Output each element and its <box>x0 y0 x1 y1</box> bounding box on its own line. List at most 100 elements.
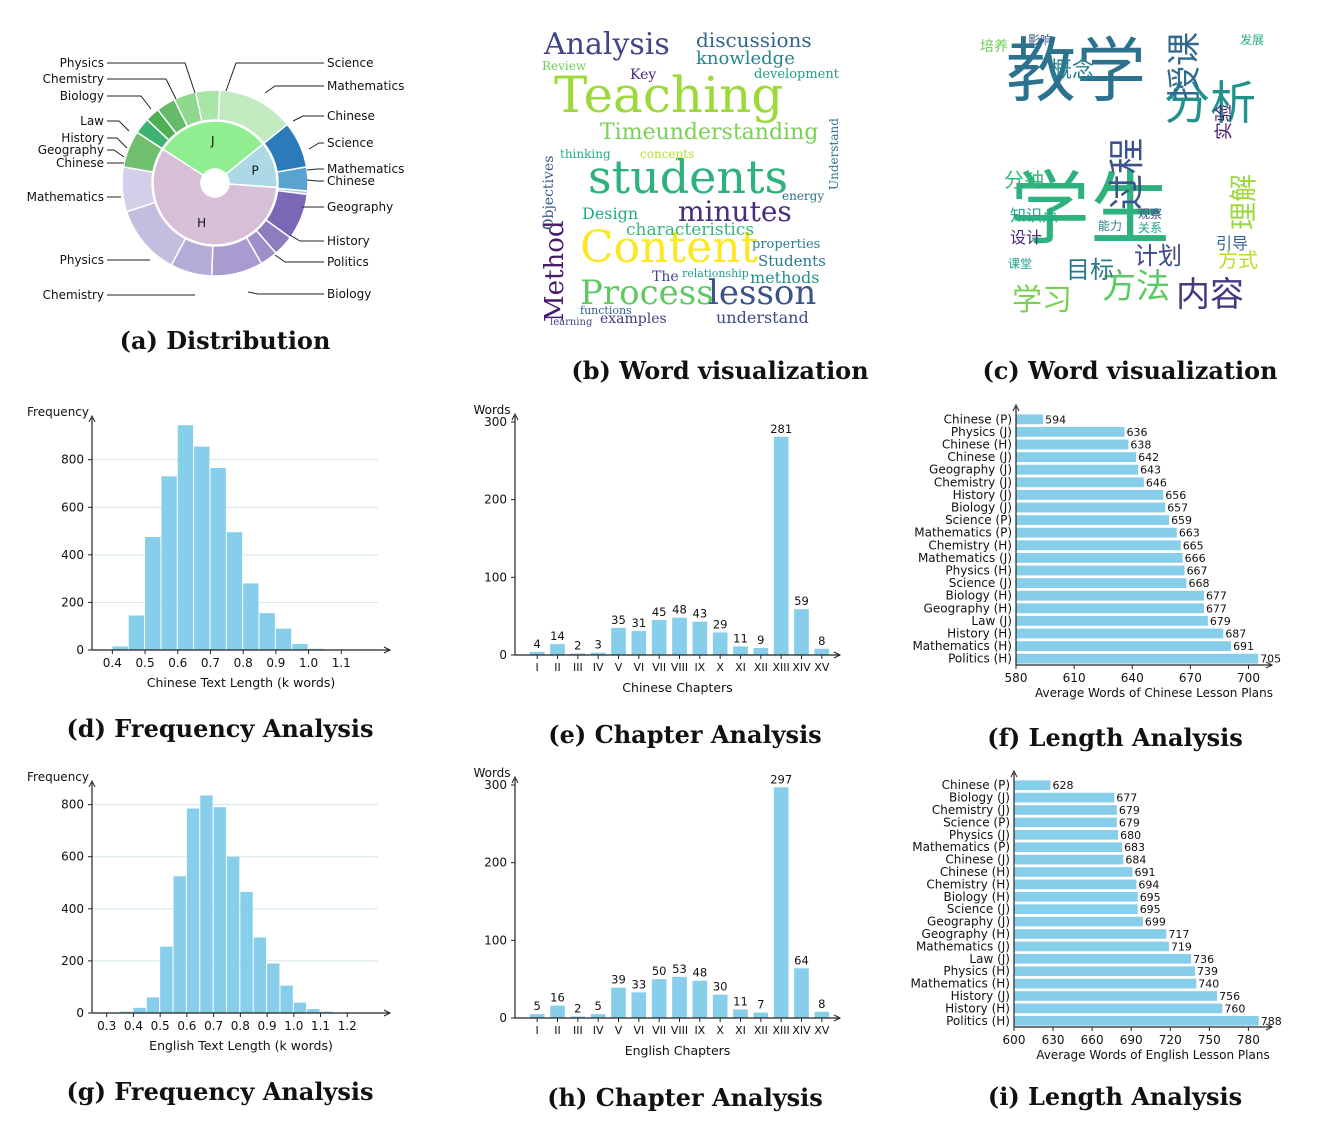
histogram-bar <box>145 537 161 650</box>
x-axis-arrow <box>833 1014 842 1022</box>
y-category-label: Mathematics (H) <box>912 639 1012 653</box>
histogram-bar <box>120 1011 133 1013</box>
length-bar <box>1014 879 1137 890</box>
x-tick-label: 0.4 <box>124 1019 143 1033</box>
y-category-label: Law (J) <box>971 614 1012 628</box>
sunburst-leader-line <box>306 179 324 182</box>
histogram-bar <box>307 1009 320 1013</box>
wordcloud-word: 影响 <box>1028 33 1053 47</box>
panel-frequency-english: 0 200 400 600 800 Frequency 0.3 0.4 0.5 0.6 0.7 0.8… <box>20 765 400 1065</box>
wordcloud-word: 发展 <box>1240 33 1265 47</box>
y-axis-label: Frequency <box>27 770 89 784</box>
x-tick-label: 610 <box>1063 671 1086 685</box>
length-bar <box>1016 414 1044 425</box>
wordcloud-word: 教学 <box>1006 30 1146 112</box>
y-tick-label: 200 <box>484 856 507 870</box>
bar-value-label: 705 <box>1260 653 1281 666</box>
length-bar <box>1014 891 1138 902</box>
chapter-bar <box>590 652 606 655</box>
histogram-bar <box>320 1011 333 1013</box>
y-tick-label: 0 <box>499 648 507 662</box>
length-bar <box>1016 590 1204 601</box>
bar-value-label: 43 <box>693 607 708 621</box>
chapter-bar <box>611 627 626 655</box>
y-tick-label: 200 <box>61 595 84 609</box>
length-bar <box>1016 527 1177 538</box>
x-tick-label: 1.0 <box>299 656 318 670</box>
histogram-bar <box>280 985 293 1013</box>
bar-value-label: 717 <box>1168 928 1189 941</box>
length-bar <box>1014 929 1167 939</box>
wordcloud-word: 分钟 <box>1004 168 1044 192</box>
y-category-label: History (J) <box>951 989 1010 1003</box>
y-tick-label: 200 <box>484 493 507 507</box>
wordcloud-word: 课堂 <box>1008 257 1033 271</box>
length-bar <box>1014 966 1195 977</box>
sunburst-leader-line <box>107 120 130 132</box>
y-category-label: Biology (H) <box>943 890 1010 904</box>
y-category-label: Science (P) <box>943 815 1010 829</box>
y-category-label: Chinese (J) <box>947 450 1012 464</box>
wordcloud-word: Process <box>580 273 714 313</box>
y-tick-label: 0 <box>499 1011 507 1025</box>
x-tick-label: 0.7 <box>201 656 220 670</box>
chapter-bar <box>733 1009 748 1018</box>
y-category-label: History (H) <box>945 1001 1010 1015</box>
bar-value-label: 4 <box>534 637 541 651</box>
chapter-bar <box>773 787 789 1018</box>
bar-value-label: 45 <box>652 605 667 619</box>
wordcloud-word: properties <box>752 237 821 252</box>
bar-value-label: 643 <box>1140 464 1161 477</box>
chapter-bar <box>672 976 687 1018</box>
sunburst-label-left: Physics <box>60 253 104 267</box>
length-bar <box>1014 1003 1223 1014</box>
sunburst-leader-line <box>107 137 128 149</box>
wordcloud-word: Analysis <box>544 30 670 62</box>
panel-length-chinese: 594 Chinese (P) 636 Physics (J) 638 Chinese (… <box>900 403 1300 705</box>
x-tick-label: VI <box>633 1024 644 1037</box>
bar-value-label: 48 <box>693 966 708 980</box>
length-bar <box>1014 805 1117 815</box>
histogram-bar <box>160 946 173 1013</box>
bar-value-label: 31 <box>632 616 647 630</box>
x-axis-arrow <box>383 1009 392 1017</box>
sunburst-label-right: Chinese <box>327 109 375 123</box>
wordcloud-word: characteristics <box>626 220 755 240</box>
x-tick-label: VII <box>652 661 666 674</box>
bar-value-label: 646 <box>1146 476 1167 489</box>
panel-distribution: J P H Physics Chemistry Biology Law History Geog… <box>0 30 440 320</box>
bar-value-label: 677 <box>1206 590 1227 603</box>
y-category-label: Mathematics (H) <box>910 977 1010 991</box>
wordcloud-word: 关系 <box>1138 221 1163 235</box>
caption-h: (h) Chapter Analysis <box>547 1083 823 1112</box>
x-tick-label: V <box>615 661 623 674</box>
sunburst-label-right: Mathematics <box>327 79 404 93</box>
wordcloud-word: concepts <box>640 147 695 161</box>
y-category-label: Physics (H) <box>945 564 1012 578</box>
x-tick-label: 0.5 <box>151 1019 170 1033</box>
sunburst-inner-label: J <box>210 134 215 148</box>
chapter-bar <box>570 653 586 655</box>
histogram-bar <box>292 644 308 650</box>
x-tick-label: IX <box>694 661 705 674</box>
wordcloud-word: 目标 <box>1066 256 1114 284</box>
x-tick-label: XII <box>754 1024 768 1037</box>
sunburst-chart: JPHPhysicsChemistryBiologyLawHistoryGeog… <box>27 56 405 302</box>
bar-value-label: 680 <box>1120 829 1141 842</box>
x-tick-label: 0.4 <box>103 656 122 670</box>
y-tick-label: 0 <box>76 643 84 657</box>
wordcloud-word: 引导 <box>1216 234 1249 253</box>
histogram-bar <box>200 795 213 1013</box>
length-bar <box>1014 1015 1259 1026</box>
x-tick-label: 580 <box>1005 671 1028 685</box>
wordcloud-word: 观察 <box>1138 207 1163 221</box>
hbar-chart-english-lesson-plans: 628 Chinese (P) 677 Biology (J) 679 Chemistry… <box>910 769 1282 1062</box>
y-axis-arrow <box>511 775 519 784</box>
x-tick-label: 1.1 <box>332 656 351 670</box>
y-tick-label: 400 <box>61 548 84 562</box>
sunburst-leader-line <box>107 95 152 110</box>
bar-value-label: 679 <box>1119 804 1140 817</box>
sunburst-leader-line <box>274 254 324 263</box>
y-category-label: Chemistry (J) <box>932 803 1010 817</box>
histogram-bar <box>267 963 280 1013</box>
